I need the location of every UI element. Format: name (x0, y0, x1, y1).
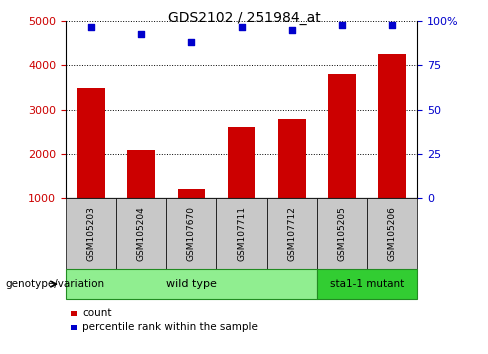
Text: GSM105203: GSM105203 (86, 206, 96, 261)
Bar (178, 189, 205, 198)
Bar (328, 74, 356, 198)
Point (388, 22, 396, 28)
Point (288, 27, 296, 33)
Point (187, 40, 195, 45)
Text: GSM105206: GSM105206 (387, 206, 397, 261)
Text: GSM105204: GSM105204 (137, 206, 146, 261)
Text: GSM107711: GSM107711 (237, 206, 246, 261)
Bar (378, 55, 406, 198)
Text: genotype/variation: genotype/variation (5, 279, 104, 289)
Text: wild type: wild type (166, 279, 217, 289)
Bar (228, 127, 255, 198)
Text: sta1-1 mutant: sta1-1 mutant (330, 279, 404, 289)
Text: GDS2102 / 251984_at: GDS2102 / 251984_at (167, 11, 321, 25)
Text: count: count (82, 308, 111, 318)
Bar (77, 88, 105, 198)
Bar (127, 149, 155, 198)
Text: GSM107670: GSM107670 (187, 206, 196, 261)
Bar (278, 119, 305, 198)
Point (338, 22, 346, 28)
Text: GSM105205: GSM105205 (337, 206, 346, 261)
Point (137, 31, 145, 36)
Text: GSM107712: GSM107712 (287, 206, 296, 261)
Point (87, 24, 95, 29)
Text: percentile rank within the sample: percentile rank within the sample (82, 322, 258, 332)
Point (238, 24, 245, 29)
